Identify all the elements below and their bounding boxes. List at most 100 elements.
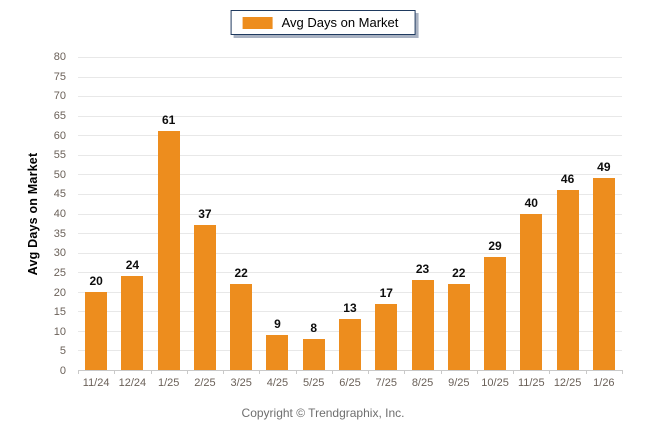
x-tick-mark bbox=[150, 370, 152, 374]
y-tick-label: 45 bbox=[53, 188, 66, 201]
bar-slot: 22 bbox=[441, 57, 477, 370]
x-axis-labels: 11/24 12/24 1/25 2/25 3/25 4/25 5/25 6/25 7/25 8/… bbox=[78, 377, 622, 389]
legend-swatch bbox=[242, 16, 273, 29]
bar bbox=[121, 276, 144, 370]
bar bbox=[85, 291, 108, 370]
bar bbox=[520, 213, 543, 370]
x-axis-label: 7/25 bbox=[375, 377, 397, 389]
x-axis-label: 4/25 bbox=[266, 377, 289, 389]
bar-value-label: 17 bbox=[379, 285, 393, 300]
gridline bbox=[78, 291, 622, 293]
bar-slot: 8 bbox=[296, 57, 332, 370]
x-axis-label: 8/25 bbox=[411, 377, 434, 389]
bar-value-label: 22 bbox=[234, 265, 248, 280]
x-axis-label: 11/25 bbox=[517, 377, 545, 389]
gridline bbox=[78, 154, 622, 156]
bars-row: 20 24 61 37 22 9 8 13 17 23 22 29 40 46 49 bbox=[78, 57, 622, 370]
y-tick-label: 55 bbox=[53, 149, 66, 162]
bar-value-label: 29 bbox=[488, 238, 502, 253]
bar-slot: 17 bbox=[368, 57, 404, 370]
x-tick-mark bbox=[440, 370, 442, 374]
x-axis-label: 10/25 bbox=[481, 377, 509, 389]
y-axis-tick-labels: 0 5 10 15 20 25 30 35 40 45 50 55 60 65 70 75 80 bbox=[0, 51, 72, 377]
x-axis-label: 12/24 bbox=[118, 377, 147, 389]
legend: Avg Days on Market bbox=[230, 10, 416, 35]
gridline bbox=[78, 233, 622, 235]
bar-value-label: 37 bbox=[198, 207, 212, 222]
x-axis-label: 1/25 bbox=[157, 377, 180, 389]
bar-value-label: 23 bbox=[415, 262, 430, 277]
x-tick-mark bbox=[513, 370, 515, 374]
x-tick-mark bbox=[78, 370, 79, 374]
x-tick-mark bbox=[404, 370, 406, 374]
plot-region: 20 24 61 37 22 9 8 13 17 23 22 29 40 46 49 11/24 12/24 1/… bbox=[78, 57, 623, 389]
bar-slot: 29 bbox=[477, 57, 513, 370]
bar bbox=[338, 319, 361, 370]
gridline bbox=[78, 57, 622, 58]
bar bbox=[230, 283, 253, 370]
bar bbox=[193, 225, 216, 370]
bar-slot: 24 bbox=[114, 57, 150, 370]
x-tick-mark bbox=[223, 370, 225, 374]
copyright-text: Copyright © Trendgraphix, Inc. bbox=[241, 406, 405, 420]
x-axis-label: 3/25 bbox=[230, 377, 252, 389]
bar-slot: 37 bbox=[187, 57, 223, 370]
x-axis-label: 9/25 bbox=[448, 377, 470, 389]
bar-slot: 49 bbox=[586, 57, 622, 370]
gridline bbox=[78, 76, 622, 78]
gridline bbox=[78, 193, 622, 195]
bar bbox=[411, 280, 434, 370]
bar-value-label: 40 bbox=[524, 195, 538, 210]
bar-slot: 13 bbox=[332, 57, 368, 370]
bar-value-label: 9 bbox=[274, 316, 281, 331]
bar bbox=[302, 338, 325, 370]
x-axis-label: 2/25 bbox=[194, 377, 216, 389]
y-tick-label: 25 bbox=[53, 266, 66, 279]
bar-slot: 20 bbox=[78, 57, 114, 370]
y-tick-label: 80 bbox=[53, 51, 66, 63]
gridline bbox=[78, 311, 622, 313]
gridline bbox=[78, 135, 622, 137]
x-tick-mark bbox=[368, 370, 370, 374]
bar-slot: 23 bbox=[404, 57, 440, 370]
bar-value-label: 24 bbox=[125, 258, 140, 273]
gridline bbox=[78, 115, 622, 117]
y-tick-label: 5 bbox=[59, 345, 66, 358]
x-tick-mark bbox=[585, 370, 587, 374]
x-tick-mark bbox=[331, 370, 333, 374]
bar bbox=[447, 283, 470, 370]
plot-area: 20 24 61 37 22 9 8 13 17 23 22 29 40 46 49 11/24 12/24 1/… bbox=[78, 57, 623, 389]
bar-slot: 22 bbox=[223, 57, 259, 370]
gridline bbox=[78, 96, 622, 98]
x-tick-mark bbox=[186, 370, 188, 374]
y-tick-label: 20 bbox=[53, 286, 66, 299]
y-tick-label: 10 bbox=[53, 325, 66, 338]
y-tick-label: 60 bbox=[53, 129, 66, 142]
bar-slot: 40 bbox=[513, 57, 549, 370]
y-tick-label: 30 bbox=[53, 247, 66, 260]
bar bbox=[592, 178, 615, 370]
x-axis-label: 5/25 bbox=[303, 377, 325, 389]
bar-slot: 61 bbox=[151, 57, 187, 370]
gridline bbox=[78, 213, 622, 215]
x-axis-label: 12/25 bbox=[553, 377, 582, 389]
bar-value-label: 8 bbox=[310, 320, 318, 335]
x-tick-mark bbox=[476, 370, 478, 374]
x-tick-mark bbox=[259, 370, 261, 374]
bar bbox=[556, 190, 579, 370]
x-tick-mark bbox=[114, 370, 116, 374]
bar-slot: 46 bbox=[549, 57, 585, 370]
x-axis-label: 1/26 bbox=[593, 377, 615, 389]
bar bbox=[484, 256, 507, 370]
bar-value-label: 22 bbox=[452, 265, 466, 280]
bar-value-label: 20 bbox=[89, 273, 103, 288]
bar-value-label: 13 bbox=[343, 301, 357, 316]
y-tick-label: 65 bbox=[53, 109, 66, 122]
y-tick-label: 35 bbox=[53, 227, 66, 240]
gridline bbox=[78, 174, 622, 176]
bar bbox=[157, 131, 180, 370]
y-tick-label: 70 bbox=[53, 90, 66, 103]
gridline bbox=[78, 252, 622, 254]
bar bbox=[375, 303, 398, 370]
